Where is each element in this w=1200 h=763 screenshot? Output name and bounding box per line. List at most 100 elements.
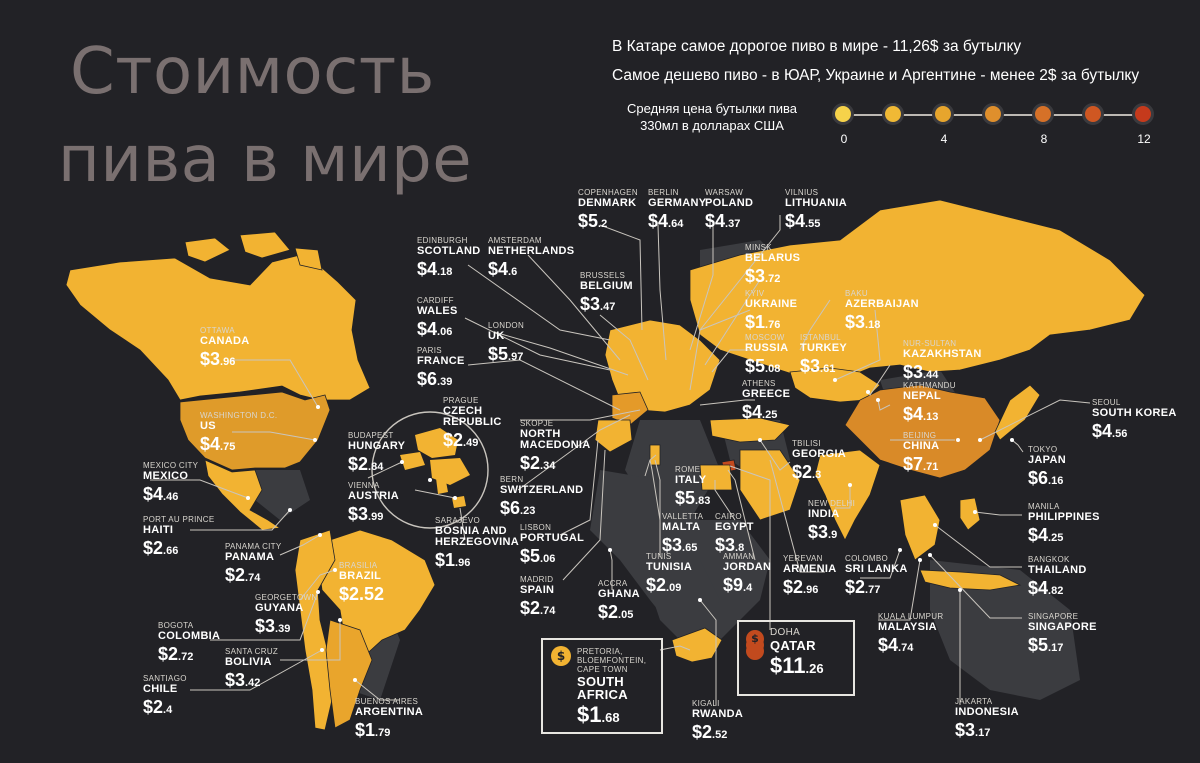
label-country: Ghana (598, 588, 640, 600)
label-ghana: Accra Ghana $2.05 (598, 579, 640, 622)
label-country: Nepal (903, 390, 941, 402)
label-price-dollars: $4 (648, 211, 669, 231)
label-price: $4.46 (143, 485, 198, 503)
label-price-dollars: $2.52 (339, 584, 385, 604)
label-price-cents: .65 (682, 542, 698, 554)
label-price-cents: .74 (898, 642, 914, 654)
label-price-cents: .13 (923, 411, 939, 423)
label-canada: Ottawa Canada $3.96 (200, 327, 249, 369)
label-price-cents: .68 (601, 710, 620, 725)
label-country: Qatar (770, 638, 816, 653)
label-city: Buenos Aires (355, 697, 419, 706)
label-price-dollars: $2 (520, 453, 541, 473)
label-price: $4.25 (1028, 526, 1100, 544)
label-price-dollars: $2 (348, 454, 369, 474)
label-country: Czech Republic (443, 405, 502, 428)
label-price: $3.17 (955, 721, 1019, 739)
label-price-dollars: $1 (577, 702, 602, 727)
label-city: Beijing (903, 431, 937, 440)
label-price-dollars: $2 (443, 430, 464, 450)
label-belarus: Minsk Belarus $3.72 (745, 243, 800, 286)
label-price-cents: .05 (618, 609, 634, 621)
label-country: Bolivia (225, 656, 272, 668)
label-country: Egypt (715, 521, 754, 533)
legend-swatch (832, 103, 854, 125)
label-city: Accra (598, 579, 628, 588)
label-price-dollars: $3 (845, 312, 866, 332)
label-city: Manila (1028, 502, 1060, 511)
label-price-dollars: $3 (662, 535, 683, 555)
label-price: $4.82 (1028, 579, 1087, 597)
label-city: New Delhi (808, 499, 856, 508)
label-city: Washington D.C. (200, 411, 278, 420)
tunisia-shape (649, 444, 661, 466)
label-country: Chile (143, 683, 178, 695)
label-price-cents: .82 (1048, 585, 1064, 597)
label-price-dollars: $7 (903, 454, 924, 474)
label-city: Athens (742, 379, 776, 388)
label-price: $5.83 (675, 489, 710, 507)
label-price: $4.74 (878, 636, 943, 654)
label-price-dollars: $6 (417, 369, 438, 389)
label-price: $2.74 (225, 566, 282, 584)
label-city: Edinburgh (417, 236, 468, 245)
label-city: Budapest (348, 431, 394, 440)
legend-tick: 12 (1137, 132, 1151, 146)
label-us: Washington D.C. US $4.75 (200, 411, 278, 454)
label-chile: Santiago Chile $2.4 (143, 675, 187, 717)
label-price-cents: .84 (368, 461, 384, 473)
label-philippines: Manila Philippines $4.25 (1028, 502, 1100, 545)
label-price-dollars: $3 (715, 535, 736, 555)
label-price: $2.74 (520, 599, 555, 617)
label-city: Minsk (745, 243, 772, 252)
page-title: Стоимость пива в мире (58, 28, 472, 204)
label-city: Valletta (662, 512, 704, 521)
legend-tick: 4 (940, 132, 948, 146)
title-line2: пива в мире (58, 123, 473, 197)
label-country: Colombia (158, 630, 221, 642)
label-price: $4.6 (488, 260, 574, 278)
label-price-dollars: $2 (646, 575, 667, 595)
label-price-dollars: $5 (745, 356, 766, 376)
label-price-cents: .77 (865, 584, 881, 596)
label-italy: Rome Italy $5.83 (675, 466, 710, 508)
label-price: $4.06 (417, 320, 458, 338)
label-hungary: Budapest Hungary $2.84 (348, 431, 405, 474)
label-denmark: Copenhagen Denmark $5.2 (578, 189, 638, 231)
label-country: Austria (348, 490, 399, 502)
label-price-cents: .74 (540, 605, 556, 617)
label-price-dollars: $3 (955, 720, 976, 740)
label-price: $3.42 (225, 671, 278, 689)
label-price: $1.76 (745, 313, 797, 331)
label-price-cents: .08 (765, 363, 781, 375)
label-city: Yerevan (783, 554, 823, 563)
label-guyana: Georgetown Guyana $3.39 (255, 594, 317, 636)
egypt-shape (699, 464, 733, 491)
label-price-cents: .8 (735, 542, 745, 554)
label-price-dollars: $2 (692, 722, 713, 742)
label-city: Baku (845, 289, 868, 298)
label-city: Kyiv (745, 289, 765, 298)
label-country: Kazakhstan (903, 348, 982, 360)
label-price: $3.96 (200, 350, 249, 368)
canada-islands (184, 231, 323, 271)
label-price-dollars: $3 (800, 356, 821, 376)
label-city: Pretoria, Bloemfontein, Cape Town (577, 647, 647, 674)
label-poland: Warsaw Poland $4.37 (705, 189, 753, 231)
mexico-shape (204, 459, 282, 531)
label-price-cents: .26 (805, 661, 824, 676)
label-city: Seoul (1092, 398, 1121, 407)
label-price-cents: .56 (1112, 428, 1128, 440)
label-price: $5.97 (488, 345, 524, 363)
label-price: $6.16 (1028, 469, 1066, 487)
label-price-cents: .25 (762, 409, 778, 421)
label-price: $2.34 (520, 454, 610, 472)
label-sri-lanka: Colombo Sri Lanka $2.77 (845, 555, 908, 597)
label-price-dollars: $5 (578, 211, 599, 231)
label-price: $2.4 (143, 698, 187, 716)
city-dots (246, 378, 1014, 682)
label-czech-republic: Prague Czech Republic $2.49 (443, 397, 533, 450)
label-price-dollars: $4 (742, 402, 763, 422)
legend-swatch (932, 103, 954, 125)
label-country: Malta (662, 521, 701, 533)
